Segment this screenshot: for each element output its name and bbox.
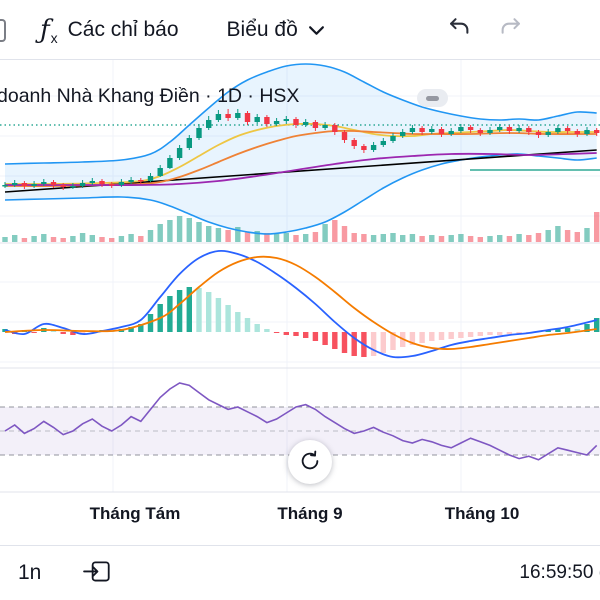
server-clock: 16:59:50 ( (519, 562, 600, 583)
interval-button[interactable]: 1n (18, 561, 42, 584)
cut-off-toolbar-icon (0, 19, 6, 42)
undo-icon (446, 13, 473, 46)
chart-type-button[interactable]: Biểu đồ (225, 14, 327, 46)
symbol-legend[interactable]: doanh Nhà Khang Điền · 1D · HSX (0, 85, 299, 108)
legend-collapse-button[interactable] (417, 89, 448, 107)
chart-canvas[interactable] (0, 60, 600, 545)
redo-button[interactable] (495, 9, 526, 50)
go-to-date-button[interactable] (83, 558, 113, 589)
chevron-down-icon (308, 18, 325, 42)
x-axis-label-august: Tháng Tám (89, 504, 181, 523)
indicators-label: Các chỉ báo (67, 17, 179, 41)
chart-area: doanh Nhà Khang Điền · 1D · HSX Tháng Tá… (0, 60, 600, 545)
reload-icon (297, 448, 323, 477)
redo-icon (497, 13, 524, 46)
x-axis-label-september: Tháng 9 (277, 504, 343, 523)
chart-type-label: Biểu đồ (226, 17, 298, 41)
collapse-dash-icon (426, 95, 439, 101)
x-axis-label-october: Tháng 10 (444, 504, 520, 523)
go-to-date-icon (83, 558, 113, 589)
reset-chart-button[interactable] (288, 440, 332, 484)
undo-button[interactable] (444, 9, 475, 50)
bottom-toolbar: 1n 16:59:50 ( (0, 545, 600, 600)
